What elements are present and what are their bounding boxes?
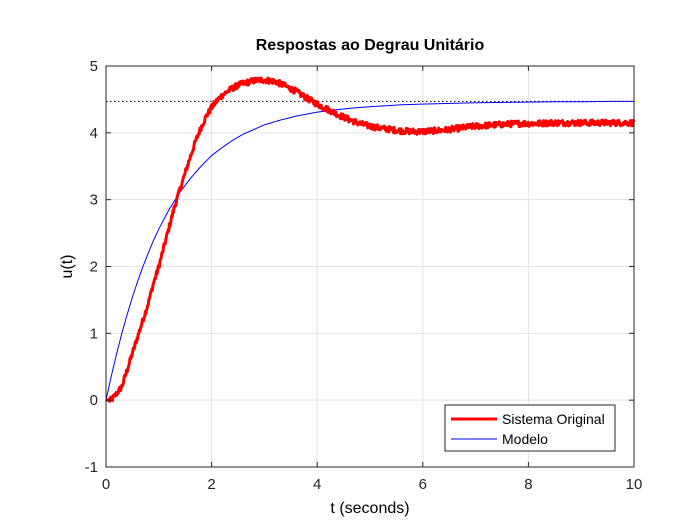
legend-box <box>444 404 616 452</box>
x-tick-label: 6 <box>419 476 427 493</box>
series-line-sistema-original <box>105 76 636 403</box>
series-line-modelo <box>105 100 634 401</box>
y-axis-label: u(t) <box>59 255 76 279</box>
y-tick-label: 1 <box>90 325 98 342</box>
legend-entry-modelo: Modelo <box>502 431 548 447</box>
x-tick-label: 4 <box>313 476 321 493</box>
x-tick-label: 8 <box>524 476 532 493</box>
y-tick-label: 5 <box>90 58 98 75</box>
chart-title: Respostas ao Degrau Unitário <box>256 37 485 54</box>
legend: Sistema Original Modelo <box>444 404 616 452</box>
x-tick-label: 0 <box>102 476 110 493</box>
y-tick-label: 4 <box>90 125 98 142</box>
y-tick-label: 3 <box>90 192 98 209</box>
y-tick-label: 0 <box>90 392 98 409</box>
series-group <box>105 76 636 403</box>
x-axis-label: t (seconds) <box>330 500 409 517</box>
legend-entry-sistema-original: Sistema Original <box>502 411 605 427</box>
x-tick-labels: 0 2 4 6 8 10 <box>102 476 643 493</box>
y-tick-label: 2 <box>90 259 98 276</box>
y-tick-label: -1 <box>85 459 98 476</box>
y-tick-labels: -1 0 1 2 3 4 5 <box>85 58 98 476</box>
ticks <box>105 65 635 468</box>
x-tick-label: 2 <box>207 476 215 493</box>
x-tick-label: 10 <box>626 476 643 493</box>
